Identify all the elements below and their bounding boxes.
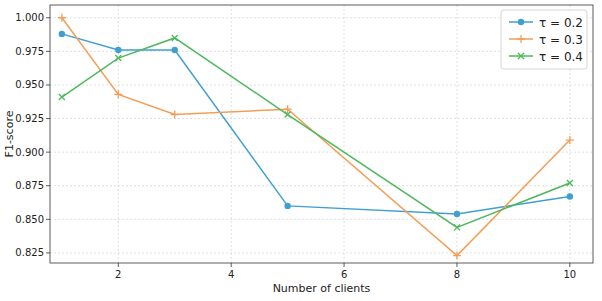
tick	[46, 51, 50, 52]
legend-label: τ = 0.3	[539, 33, 583, 47]
marker	[59, 94, 65, 100]
chart: 0.825 0.850 0.875 0.900 0.925 0.950 0.975 1.000…	[0, 0, 602, 301]
tick	[46, 152, 50, 153]
tick-label: 0.875	[15, 180, 44, 191]
legend-label: τ = 0.4	[539, 50, 583, 64]
marker	[454, 224, 460, 230]
marker	[58, 14, 66, 22]
grid-line	[456, 5, 457, 263]
marker	[115, 47, 121, 53]
tick-label: 0.850	[15, 214, 44, 225]
grid-line	[50, 84, 593, 85]
marker	[566, 136, 574, 144]
tick	[118, 263, 119, 267]
plot-frame	[50, 5, 593, 263]
legend-label: τ = 0.2	[539, 16, 583, 30]
marker	[567, 193, 573, 199]
grid-line	[50, 252, 593, 253]
x-axis-label: Number of clients	[273, 282, 371, 295]
marker	[114, 90, 122, 98]
marker	[59, 31, 65, 37]
tick-label: 6	[341, 269, 347, 280]
tick-label: 8	[454, 269, 460, 280]
tick-label: 0.925	[15, 113, 44, 124]
tick-label: 4	[228, 269, 234, 280]
tick	[344, 263, 345, 267]
marker	[172, 47, 178, 53]
marker	[285, 112, 291, 118]
marker	[172, 35, 178, 41]
tick	[569, 263, 570, 267]
series-line	[62, 38, 570, 227]
grid-line	[118, 5, 119, 263]
tick	[46, 219, 50, 220]
plot-area	[58, 14, 574, 260]
legend-marker	[518, 19, 524, 25]
legend-marker	[517, 35, 525, 43]
legend-box	[501, 10, 587, 69]
tick	[46, 17, 50, 18]
marker	[115, 55, 121, 61]
tick-label: 0.825	[15, 247, 44, 258]
grid-line	[50, 219, 593, 220]
tick-label: 0.975	[15, 46, 44, 57]
tick-label: 0.900	[15, 147, 44, 158]
marker	[453, 252, 461, 260]
grid-line	[231, 5, 232, 263]
tick	[46, 185, 50, 186]
marker	[171, 111, 179, 119]
tick-label: 1.000	[15, 12, 44, 23]
grid-line	[50, 185, 593, 186]
tick-label: 0.950	[15, 79, 44, 90]
tick	[231, 263, 232, 267]
grid-line	[50, 152, 593, 153]
marker	[567, 180, 573, 186]
series-line	[62, 34, 570, 214]
marker	[454, 211, 460, 217]
tick	[46, 84, 50, 85]
y-axis-label: F1-score	[3, 110, 16, 157]
marker	[284, 203, 290, 209]
tick-label: 2	[115, 269, 121, 280]
series-line	[62, 18, 570, 256]
legend-marker	[518, 53, 524, 59]
tick	[456, 263, 457, 267]
tick	[46, 252, 50, 253]
grid-line	[50, 118, 593, 119]
grid-line	[344, 5, 345, 263]
legend: τ = 0.2 τ = 0.3 τ = 0.4	[501, 10, 587, 69]
tick	[46, 118, 50, 119]
tick-label: 10	[563, 269, 576, 280]
